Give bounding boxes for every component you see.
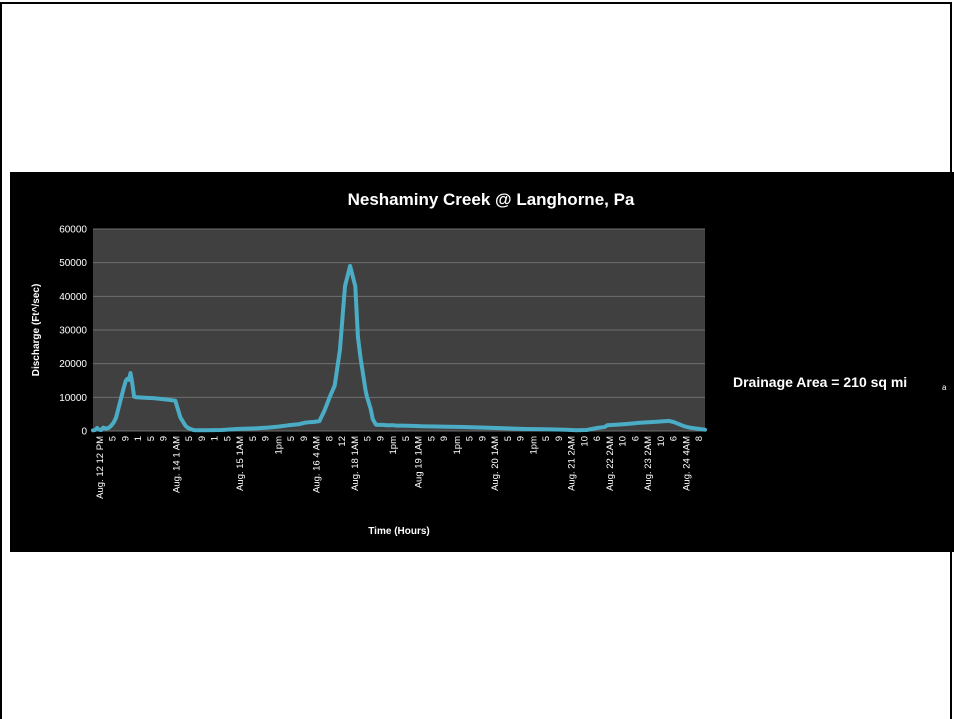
x-tick-label: 9 [299,436,310,441]
x-tick-label: 1pm [452,436,463,455]
x-tick-label: 10 [618,436,629,447]
x-tick-label: Aug. 12 12 PM [95,436,106,499]
x-tick-label: 5 [465,436,476,441]
x-tick-label: 9 [120,436,131,441]
x-tick-label: 6 [592,436,603,441]
x-tick-label: 5 [426,436,437,441]
x-tick-label: 6 [669,436,680,441]
x-tick-label: 9 [261,436,272,441]
y-tick-label: 20000 [59,359,87,370]
x-tick-label: Aug. 24 4AM [681,436,692,491]
x-tick-label: 8 [694,436,705,441]
annotation-fragment: a [942,383,947,392]
x-tick-label: Aug. 18 1AM [350,436,361,491]
y-tick-label: 30000 [59,326,87,337]
x-tick-label: 5 [541,436,552,441]
x-tick-label: 5 [222,436,233,441]
x-tick-label: 8 [324,436,335,441]
x-tick-label: 9 [516,436,527,441]
x-tick-label: Aug. 23 2AM [643,436,654,491]
y-tick-label: 50000 [59,258,87,269]
x-axis-tick-labels: Aug. 12 12 PM 5 9 1 5 9 Aug. 14 1 AM 5 9 1 5 Aug. 1… [95,436,705,499]
x-tick-label: 1 [210,436,221,441]
x-tick-label: 5 [248,436,259,441]
x-tick-label: 9 [439,436,450,441]
x-tick-label: Aug 19 1AM [414,436,425,488]
x-tick-label: 1pm [388,436,399,455]
x-tick-label: Aug. 20 1AM [490,436,501,491]
chart-title: Neshaminy Creek @ Langhorne, Pa [348,190,635,209]
x-tick-label: 5 [401,436,412,441]
x-axis-label: Time (Hours) [368,526,430,537]
y-tick-label: 10000 [59,393,87,404]
x-tick-label: 5 [363,436,374,441]
y-tick-label: 0 [81,427,87,438]
x-tick-label: Aug. 21 2AM [567,436,578,491]
discharge-series-line [91,264,707,433]
x-tick-label: 9 [375,436,386,441]
x-tick-label: 5 [146,436,157,441]
x-tick-label: 10 [579,436,590,447]
y-tick-label: 60000 [59,225,87,236]
x-tick-label: Aug. 15 1AM [235,436,246,491]
x-tick-label: 9 [554,436,565,441]
x-tick-label: Aug. 22 2AM [605,436,616,491]
x-tick-label: 9 [477,436,488,441]
discharge-line-chart: Neshaminy Creek @ Langhorne, Pa 0 10000 20… [31,190,947,537]
x-tick-label: 6 [630,436,641,441]
x-tick-label: 9 [159,436,170,441]
x-tick-label: 12 [337,436,348,447]
x-tick-label: Aug. 14 1 AM [171,436,182,493]
y-tick-label: 40000 [59,292,87,303]
y-axis-tick-labels: 0 10000 20000 30000 40000 50000 60000 [59,225,87,438]
x-tick-label: 10 [656,436,667,447]
x-tick-label: 5 [108,436,119,441]
x-tick-label: 1pm [273,436,284,455]
x-tick-label: 5 [503,436,514,441]
drainage-area-annotation: Drainage Area = 210 sq mi [733,374,907,390]
x-tick-label: 1pm [528,436,539,455]
chart-panel: Neshaminy Creek @ Langhorne, Pa 0 10000 20… [10,172,954,552]
x-tick-label: 1 [133,436,144,441]
x-tick-label: 9 [197,436,208,441]
y-axis-label: Discharge (Ft^/sec) [31,284,42,377]
x-tick-label: Aug. 16 4 AM [312,436,323,493]
x-tick-label: 5 [286,436,297,441]
x-tick-label: 5 [184,436,195,441]
